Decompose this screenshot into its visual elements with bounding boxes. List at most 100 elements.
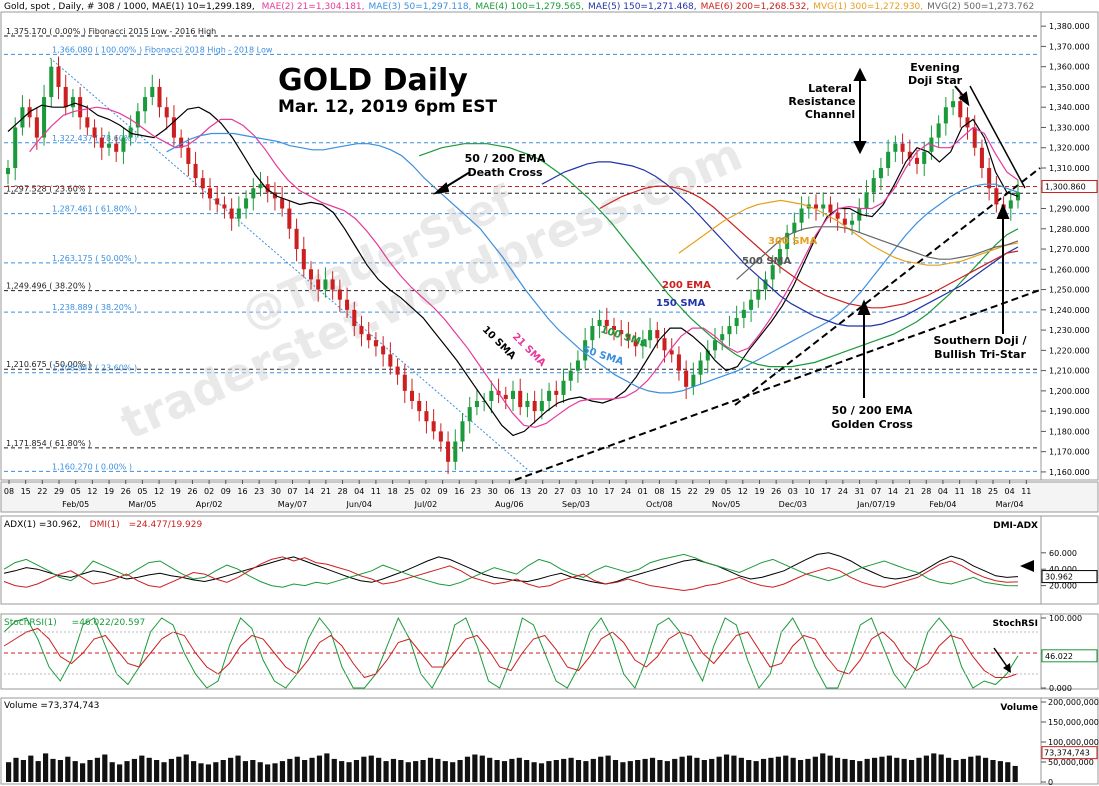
candle-body <box>900 143 905 152</box>
volume-bar <box>376 757 382 782</box>
volume-bar <box>1012 765 1018 782</box>
fib-level-label: 1,263.175 ( 50.00% ) <box>52 254 137 263</box>
x-tick-day: 12 <box>738 487 748 496</box>
candle-body <box>525 401 530 408</box>
x-tick-day: 14 <box>888 487 898 496</box>
volume-bar <box>642 758 648 782</box>
volume-bar <box>65 756 71 782</box>
y-tick-label: 1,370.000 <box>1049 42 1090 51</box>
header-ma-label: MVG(2) 500=1,273.762 <box>927 2 1034 12</box>
adx-legend-adx: ADX(1) <box>4 520 36 530</box>
header-ma-label: MAE(2) 21=1,304.181, <box>262 2 365 12</box>
panel-series-line <box>3 556 1019 592</box>
candle-body <box>532 401 537 412</box>
volume-bar <box>501 761 508 782</box>
volume-bar <box>57 760 63 782</box>
x-tick-day: 15 <box>21 487 31 496</box>
stochrsi-legend-val: =46.022/20.597 <box>72 618 146 628</box>
candle-body <box>453 441 458 462</box>
volume-bar <box>561 758 567 782</box>
volume-bar <box>390 758 397 782</box>
volume-bar <box>524 760 530 782</box>
date-axis-frame <box>0 481 1099 513</box>
y-tick-label: 1,200.000 <box>1049 387 1090 396</box>
volume-bar <box>139 755 145 782</box>
volume-bar <box>834 757 841 782</box>
label-300-sma: 300 SMA <box>768 236 818 247</box>
annotations: Lateral Resistance Channel Evening Doji … <box>465 61 1028 431</box>
x-tick-day: 23 <box>471 487 481 496</box>
candle-body <box>482 401 487 403</box>
x-tick-day: 30 <box>271 487 281 496</box>
volume-bar <box>612 760 619 782</box>
volume-bar <box>383 761 389 782</box>
volume-bar <box>598 756 604 782</box>
candle-body <box>893 143 898 152</box>
candle-body <box>150 86 155 98</box>
volume-bar <box>953 760 959 782</box>
volume-bar <box>279 761 286 782</box>
candle-body <box>756 289 761 300</box>
volume-tick-label: 150,000,000 <box>1048 718 1099 727</box>
volume-bar <box>361 756 367 782</box>
volume-bar <box>768 757 774 782</box>
volume-bar <box>316 755 323 782</box>
adx-legend-adx-val: =30.962, <box>39 520 81 530</box>
volume-bar <box>198 763 204 782</box>
volume-bar <box>294 756 300 782</box>
volume-bar <box>80 763 86 782</box>
panel-tick-label: 100.000 <box>1049 614 1082 623</box>
annotation-lateral-2: Resistance <box>788 95 855 108</box>
x-tick-day: 08 <box>654 487 664 496</box>
x-tick-month: May/07 <box>278 500 307 509</box>
volume-bar <box>709 758 715 782</box>
moving-average-lines <box>7 102 1019 437</box>
ma-line <box>736 226 1019 280</box>
date-x-axis: 08 15 22 29 05 12 19 26 05 12 19 26 02 09 16 23 30 07 14 21… <box>4 480 1031 509</box>
adx-legend: ADX(1) =30.962, DMI(1) =24.477/19.929 <box>4 520 202 530</box>
volume-bar <box>331 758 337 782</box>
volume-bar <box>191 761 197 782</box>
candle-body <box>34 117 39 138</box>
x-tick-day: 24 <box>838 487 848 496</box>
candle-body <box>92 127 97 138</box>
volume-bar <box>738 757 744 782</box>
candle-body <box>287 208 292 229</box>
candle-body <box>813 204 819 209</box>
fib-level-label: 1,160.270 ( 0.00% ) <box>52 462 132 471</box>
x-tick-month: Jun/04 <box>346 500 372 509</box>
x-tick-day: 05 <box>71 487 81 496</box>
candle-body <box>366 334 371 341</box>
ma-line <box>7 102 1019 437</box>
volume-bar <box>731 755 737 782</box>
candle-body <box>258 184 263 189</box>
arrow-golden-head <box>857 299 871 315</box>
candle-body <box>568 370 573 381</box>
candle-body <box>164 107 169 118</box>
panel-series-line <box>3 553 1019 588</box>
candle-body <box>5 167 11 175</box>
x-tick-day: 11 <box>955 487 965 496</box>
panel-value-label: 30.962 <box>1045 573 1073 582</box>
annotation-lateral-3: Channel <box>805 108 855 121</box>
fib-level-label: 1,249.496 ( 38.20% ) <box>6 282 91 291</box>
candle-body <box>431 421 436 432</box>
candle-body <box>936 123 941 138</box>
arrow-lateral-up-head <box>853 67 867 81</box>
x-tick-day: 29 <box>54 487 64 496</box>
arrow-southern-head <box>996 203 1010 219</box>
x-tick-day: 22 <box>37 487 47 496</box>
candle-body <box>200 178 205 189</box>
x-tick-day: 09 <box>221 487 231 496</box>
volume-bar <box>6 762 12 782</box>
volume-bar <box>894 757 900 782</box>
panel-tick-label: 40.000 <box>1049 565 1077 574</box>
candle-body <box>474 401 479 408</box>
candle-body <box>49 66 54 98</box>
fib-level-label: 1,171.854 ( 61.80% ) <box>6 439 91 448</box>
volume-bar <box>553 760 559 782</box>
x-tick-day: 31 <box>854 487 864 496</box>
annotation-death-2: Death Cross <box>467 166 543 179</box>
volume-bar <box>154 760 160 782</box>
candle-body <box>965 117 970 128</box>
